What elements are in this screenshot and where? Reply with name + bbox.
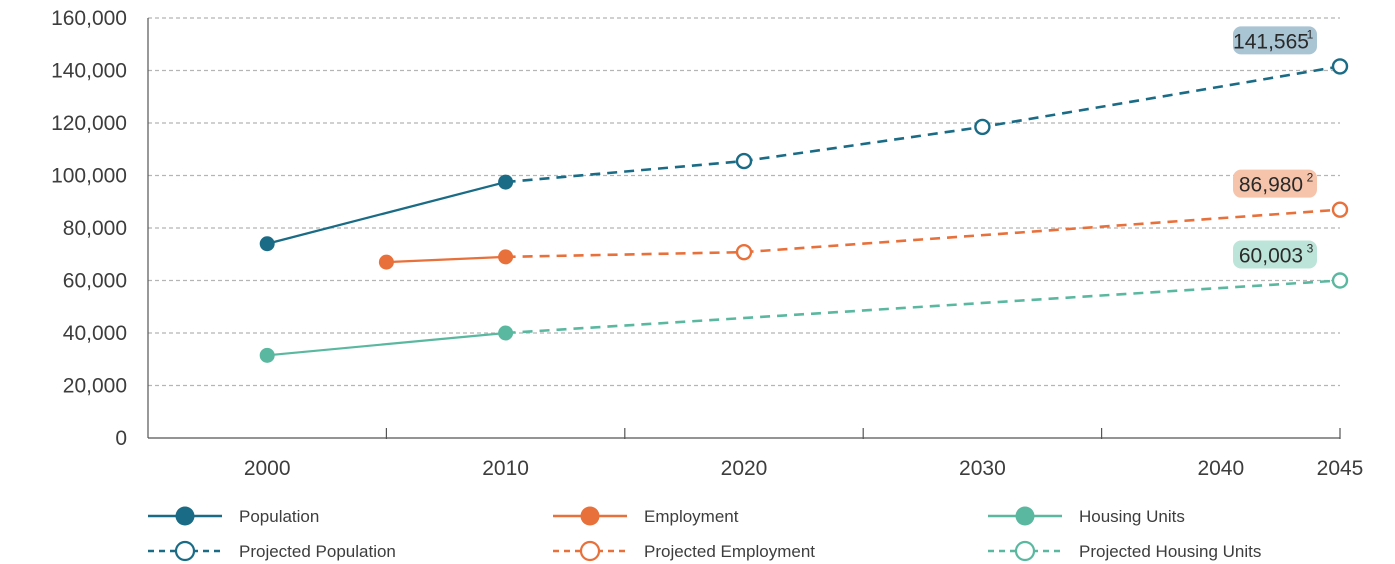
x-tick-label: 2000 xyxy=(244,457,291,480)
y-tick-label: 40,000 xyxy=(63,322,127,345)
gridlines xyxy=(148,17,1340,387)
legend-swatch-marker xyxy=(174,540,196,562)
callout-value: 141,565 xyxy=(1233,30,1309,53)
y-tick-label: 80,000 xyxy=(63,217,127,240)
legend-item-projected-population: Projected Population xyxy=(148,540,396,562)
y-tick-label: 60,000 xyxy=(63,270,127,293)
y-tick-label: 160,000 xyxy=(51,7,127,30)
data-point-projected-population xyxy=(974,118,991,136)
data-point-population xyxy=(259,236,275,252)
y-tick-label: 120,000 xyxy=(51,112,127,135)
callout-box xyxy=(1233,169,1317,198)
x-tick-label: 2040 xyxy=(1197,457,1244,480)
legend-item-projected-employment: Projected Employment xyxy=(553,540,815,562)
x-tick-label: 2045 xyxy=(1317,457,1364,480)
y-tick-label: 100,000 xyxy=(51,165,127,188)
legend-swatch-marker xyxy=(579,540,601,562)
callout-footnote: 3 xyxy=(1307,241,1314,255)
axes: 0 20,000 40,000 60,000 80,000 100,000 120,000 1… xyxy=(51,7,1363,480)
data-point-employment xyxy=(378,254,394,270)
data-point-projected-employment xyxy=(735,243,753,261)
legend-swatch-marker xyxy=(580,506,600,526)
legend-swatch-marker xyxy=(175,506,195,526)
data-point-projected-employment xyxy=(1331,201,1349,218)
legend-label: Projected Employment xyxy=(644,542,815,561)
series-lines xyxy=(266,65,1341,357)
series-markers xyxy=(259,58,1349,363)
data-point-projected-population xyxy=(1331,58,1349,75)
data-point-housing-units xyxy=(498,325,514,341)
series-line-projected-population xyxy=(505,65,1341,184)
x-tick-label: 2010 xyxy=(482,457,529,480)
callout-footnote: 1 xyxy=(1307,27,1314,41)
data-point-projected-population xyxy=(735,152,753,170)
callout-box xyxy=(1233,26,1317,55)
legend-item-employment: Employment xyxy=(553,506,739,526)
y-tick-label: 140,000 xyxy=(51,60,127,83)
legend-label: Projected Housing Units xyxy=(1079,542,1261,561)
legend-item-population: Population xyxy=(148,506,319,526)
series-line-population xyxy=(266,180,506,245)
x-tick-label: 2030 xyxy=(959,457,1006,480)
callout-value: 60,003 xyxy=(1239,244,1303,267)
legend-swatch-marker xyxy=(1015,506,1035,526)
legend: Population Employment Housing Units Project… xyxy=(148,506,1261,562)
series-line-projected-housing-units xyxy=(505,279,1341,335)
y-tick-label: 20,000 xyxy=(63,375,127,398)
callout-footnote: 2 xyxy=(1307,171,1314,185)
legend-label: Projected Population xyxy=(239,542,396,561)
legend-label: Employment xyxy=(644,507,739,526)
x-tick-label: 2020 xyxy=(721,457,768,480)
data-point-employment xyxy=(498,249,514,265)
legend-item-projected-housing-units: Projected Housing Units xyxy=(988,540,1261,562)
series-line-employment xyxy=(386,255,506,264)
legend-swatch-marker xyxy=(1014,540,1036,562)
series-line-projected-employment xyxy=(505,208,1341,259)
legend-item-housing-units: Housing Units xyxy=(988,506,1185,526)
callout-box xyxy=(1233,240,1317,269)
data-point-population xyxy=(498,174,514,190)
data-point-projected-housing-units xyxy=(1331,272,1349,289)
series-line-housing-units xyxy=(267,331,506,357)
legend-label: Housing Units xyxy=(1079,507,1185,526)
legend-label: Population xyxy=(239,507,319,526)
y-tick-label: 0 xyxy=(115,427,127,450)
data-point-housing-units xyxy=(259,347,275,363)
callout-value: 86,980 xyxy=(1239,174,1303,197)
